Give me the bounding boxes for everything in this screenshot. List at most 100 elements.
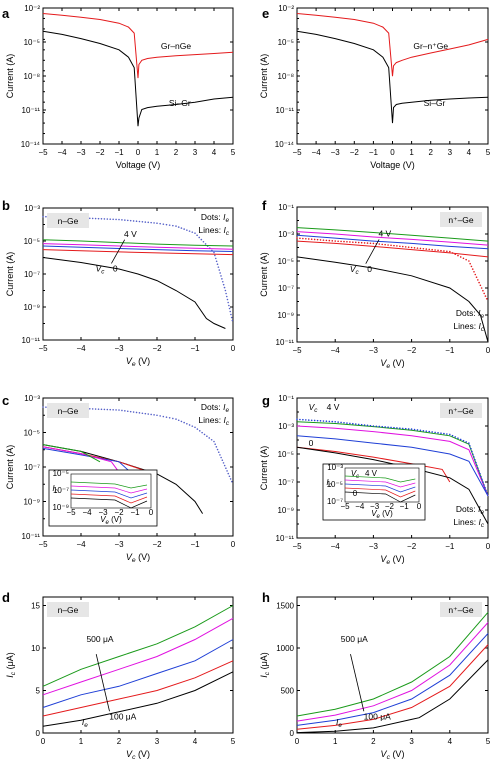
series-dot	[220, 275, 222, 277]
series-dot	[468, 442, 470, 444]
series-dot	[393, 244, 395, 247]
annotation: Vc	[309, 402, 319, 414]
inset-x-tick: 0	[149, 508, 154, 517]
series-dot	[118, 409, 120, 411]
series-dot	[437, 249, 439, 252]
series-dot	[220, 456, 222, 459]
series-dot	[480, 475, 482, 478]
inset-axes	[344, 467, 420, 503]
series-dot	[404, 427, 407, 430]
panel-f: f −5 −4 −3 −2 −1 0 10⁻¹¹ 10⁻⁹ 10⁻⁷ 10⁻⁵ 10⁻³ 10⁻¹ Ve …	[259, 198, 491, 370]
series-dot	[481, 478, 483, 481]
series-dot	[135, 411, 138, 414]
series-dot	[437, 431, 439, 434]
series-line	[296, 633, 489, 726]
series-dot	[305, 237, 307, 240]
series-dot	[141, 412, 144, 415]
series-line	[42, 605, 234, 687]
series-dot	[465, 258, 467, 261]
series-line	[296, 622, 489, 722]
annotation: 500 μA	[341, 634, 368, 644]
series-dot	[459, 256, 462, 258]
y-tick-label: 10⁻¹¹	[276, 338, 295, 347]
x-tick-label: 2	[174, 148, 179, 157]
inset-series	[344, 483, 416, 493]
inset-y-label: Ic	[326, 478, 331, 489]
series-dot	[469, 445, 471, 447]
series-dot	[372, 425, 375, 427]
x-tick-label: −1	[445, 542, 455, 551]
x-tick-label: −5	[38, 148, 48, 157]
panel-letter: h	[262, 590, 270, 605]
x-tick-label: −4	[76, 540, 86, 549]
series-dot	[425, 248, 428, 250]
series-dot	[177, 226, 180, 228]
series-dot	[449, 250, 451, 253]
inset-x-tick: −5	[66, 508, 76, 517]
series-dot	[132, 220, 135, 222]
x-tick-label: −4	[57, 148, 67, 157]
legend-entry: Dots: Ie	[201, 402, 230, 414]
series-dot	[112, 218, 114, 221]
x-tick-label: 0	[486, 542, 491, 551]
series-dot	[343, 421, 345, 424]
y-tick-label: 10⁻⁷	[24, 463, 40, 472]
curve-label: Gr–nGe	[161, 41, 192, 51]
x-tick-label: −1	[190, 344, 200, 353]
series-dot	[457, 254, 459, 257]
series-dot	[100, 217, 103, 220]
x-tick-label: 5	[486, 148, 491, 157]
series-line	[296, 611, 489, 717]
panel-letter: d	[2, 590, 10, 605]
series-dot	[472, 453, 474, 456]
series-dot	[349, 422, 351, 425]
x-tick-label: −3	[369, 346, 379, 355]
series-dot	[477, 279, 479, 281]
y-tick-label: 10⁻⁵	[24, 429, 40, 438]
series-dot	[153, 414, 155, 416]
legend-entry: Lines: Ic	[198, 225, 229, 237]
series-dot	[188, 230, 191, 232]
series-dot	[473, 271, 475, 273]
inset-series	[70, 497, 148, 509]
x-tick-label: 0	[390, 148, 395, 157]
series-dot	[228, 304, 230, 307]
series-dot	[485, 298, 488, 300]
series-dot	[375, 425, 378, 428]
inset-series	[344, 487, 416, 498]
x-tick-label: 1	[79, 737, 84, 746]
inset-series	[70, 493, 148, 504]
x-tick-label: 2	[371, 737, 376, 746]
y-tick-label: 10	[31, 644, 40, 653]
y-tick-label: 1000	[276, 644, 294, 653]
series-dot	[227, 472, 230, 475]
series-line	[42, 249, 234, 256]
series-dot	[381, 425, 384, 428]
inset-y-tick: 10⁻⁷	[327, 497, 343, 506]
series-dot	[470, 265, 473, 268]
plot-frame	[296, 596, 489, 734]
series-dot	[194, 426, 196, 429]
material-label: n–Ge	[58, 216, 79, 226]
curve-label: Gr–n⁺Ge	[413, 41, 448, 51]
x-tick-label: −2	[350, 148, 360, 157]
y-axis-label: Current (A)	[5, 445, 15, 490]
panel-a: a −5 −4 −3 −2 −1 0 1 2 3 4 5 10⁻¹⁴ 10⁻¹¹ 10⁻⁸ 10⁻⁵ 10⁻² V…	[2, 4, 236, 170]
annotation: Ie	[82, 717, 88, 729]
series-dot	[227, 301, 229, 304]
series-dot	[168, 417, 171, 419]
x-axis-label: Ve (V)	[126, 356, 150, 368]
series-line	[296, 30, 489, 124]
series-dot	[352, 241, 354, 243]
series-dot	[203, 433, 206, 436]
series-dot	[88, 407, 91, 410]
x-tick-label: 0	[231, 344, 236, 353]
curve-label: Si–Gr	[424, 98, 446, 108]
series-dot	[422, 429, 425, 432]
y-tick-label: 10⁻¹¹	[276, 534, 295, 543]
series-dot	[486, 492, 488, 495]
series-dot	[215, 260, 218, 263]
series-dot	[213, 440, 215, 443]
series-dot	[369, 424, 372, 427]
